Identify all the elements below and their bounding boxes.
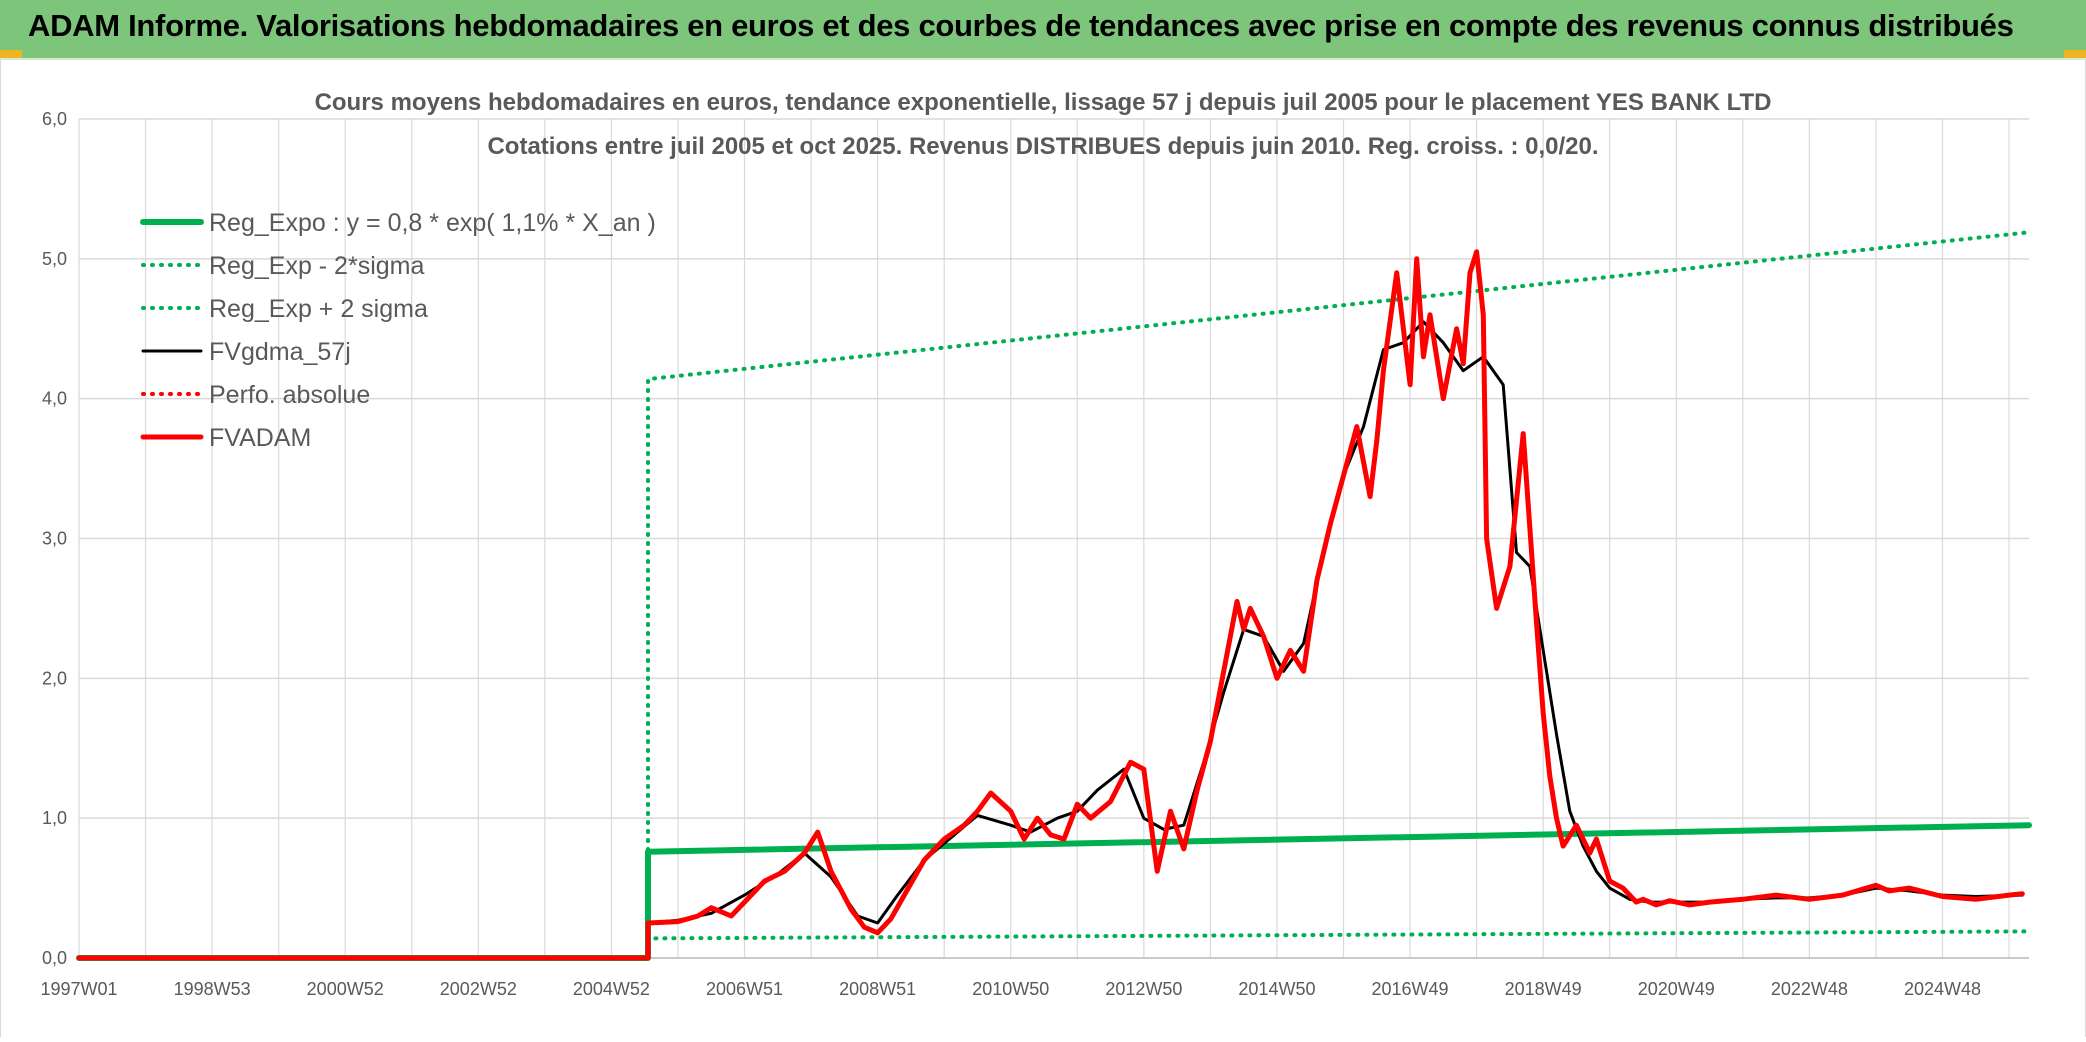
chart-subtitle: Cotations entre juil 2005 et oct 2025. R… — [487, 133, 1598, 160]
series-line-3 — [646, 320, 2024, 925]
x-tick-label: 2010W50 — [972, 979, 1049, 999]
legend-label: Reg_Expo : y = 0,8 * exp( 1,1% * X_an ) — [209, 209, 656, 237]
legend-label: FVADAM — [209, 424, 311, 452]
axis-layer: 0,0 1,0 2,0 3,0 4,0 5,0 6,0 1997W01 1998W53 2000W… — [40, 109, 2029, 999]
x-tick-label: 2018W49 — [1505, 979, 1582, 999]
x-tick-label: 2014W50 — [1238, 979, 1315, 999]
legend-label: Reg_Exp + 2 sigma — [209, 295, 428, 323]
legend: Reg_Expo : y = 0,8 * exp( 1,1% * X_an ) R… — [140, 209, 656, 452]
y-tick-label: 1,0 — [42, 808, 67, 828]
banner-corner-left — [0, 50, 22, 58]
x-tick-label: 2002W52 — [440, 979, 517, 999]
price-trend-chart: 0,0 1,0 2,0 3,0 4,0 5,0 6,0 1997W01 1998W53 2000W… — [40, 89, 2032, 999]
y-tick-label: 6,0 — [42, 109, 67, 129]
series-line-1 — [646, 929, 2031, 960]
x-tick-label: 2016W49 — [1372, 979, 1449, 999]
series-line-0 — [76, 822, 2032, 961]
x-tick-label: 2008W51 — [839, 979, 916, 999]
y-tick-label: 2,0 — [42, 668, 67, 688]
y-tick-label: 0,0 — [42, 948, 67, 968]
chart-title: Cours moyens hebdomadaires en euros, ten… — [315, 89, 1772, 116]
legend-label: Perfo. absolue — [209, 381, 370, 409]
y-tick-label: 4,0 — [42, 389, 67, 409]
series-line-2 — [646, 230, 2031, 960]
x-tick-label: 2012W50 — [1105, 979, 1182, 999]
x-tick-label: 1997W01 — [40, 979, 117, 999]
y-tick-label: 5,0 — [42, 249, 67, 269]
x-tick-label: 2024W48 — [1904, 979, 1981, 999]
banner-title: ADAM Informe. Valorisations hebdomadaire… — [28, 8, 2014, 43]
legend-label: Reg_Exp - 2*sigma — [209, 252, 424, 280]
x-tick-label: 2022W48 — [1771, 979, 1848, 999]
x-tick-label: 1998W53 — [174, 979, 251, 999]
y-tick-label: 3,0 — [42, 529, 67, 549]
x-tick-label: 2000W52 — [307, 979, 384, 999]
grid-layer — [78, 118, 2029, 959]
series-line-5 — [76, 249, 2025, 961]
x-tick-label: 2004W52 — [573, 979, 650, 999]
x-tick-label: 2006W51 — [706, 979, 783, 999]
series-layer — [76, 230, 2032, 961]
x-tick-label: 2020W49 — [1638, 979, 1715, 999]
chart-frame: 0,0 1,0 2,0 3,0 4,0 5,0 6,0 1997W01 1998W53 2000W… — [0, 60, 2086, 1037]
report-banner: ADAM Informe. Valorisations hebdomadaire… — [0, 0, 2086, 60]
banner-corner-right — [2064, 50, 2086, 58]
legend-label: FVgdma_57j — [209, 338, 351, 366]
